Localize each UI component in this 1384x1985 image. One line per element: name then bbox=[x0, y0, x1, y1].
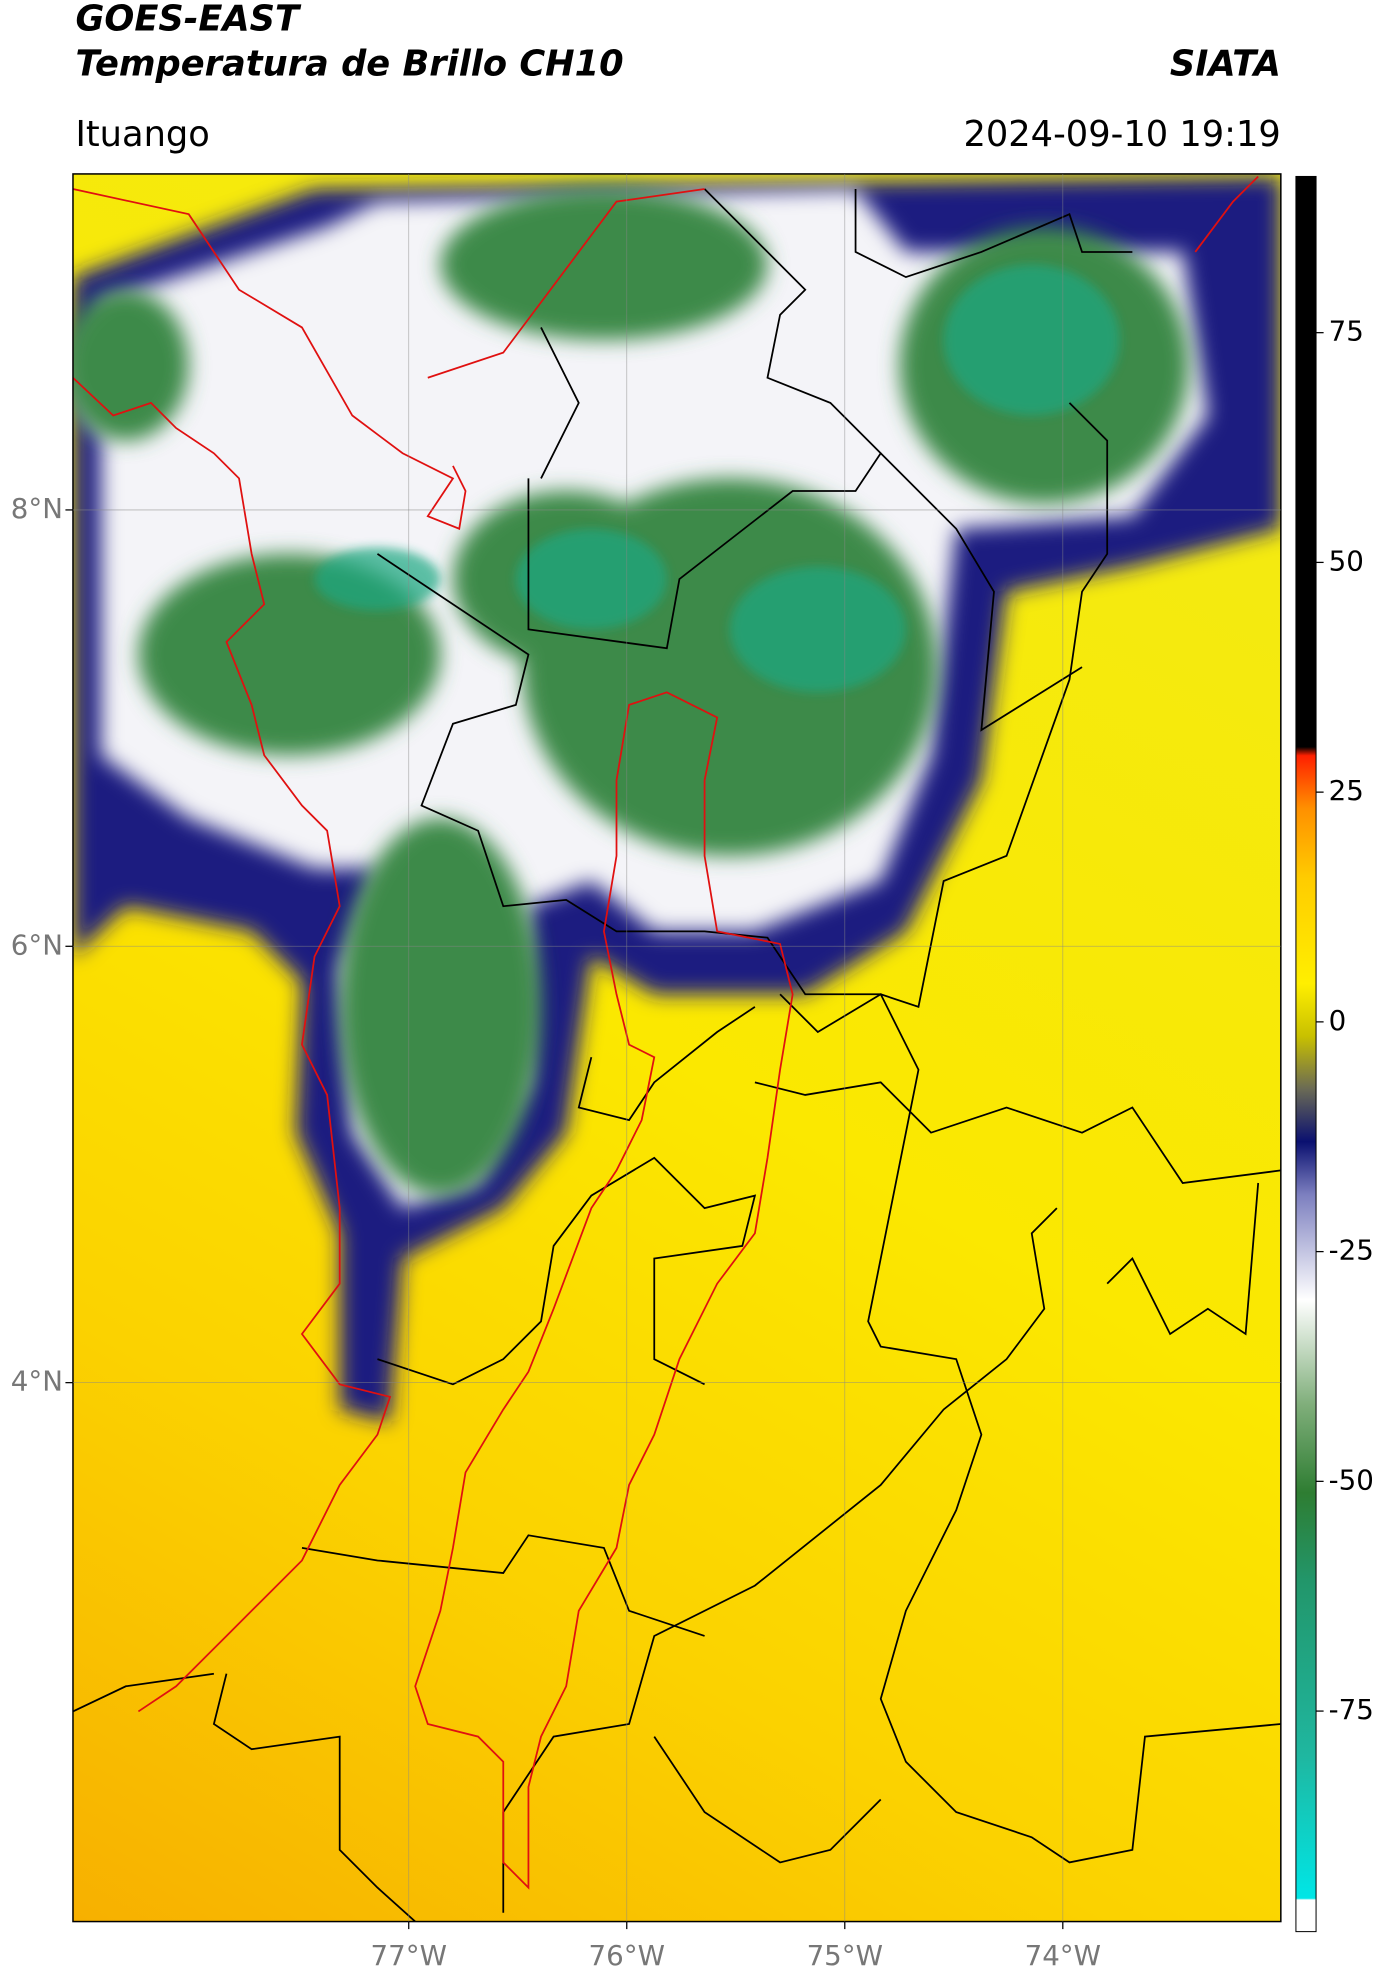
x-tick-label: 74°W bbox=[1025, 1939, 1101, 1972]
colorbar-tick-label: 25 bbox=[1329, 774, 1364, 807]
colorbar-tick-label: 75 bbox=[1329, 315, 1364, 348]
title: GOES-EAST bbox=[75, 0, 302, 39]
cloud-core bbox=[314, 264, 1120, 693]
department-borders bbox=[72, 175, 1259, 1890]
x-tick-label: 77°W bbox=[371, 1939, 447, 1972]
organization: SIATA bbox=[1170, 44, 1281, 85]
y-tick-label: 6°N bbox=[11, 928, 63, 961]
location: Ituango bbox=[75, 114, 209, 155]
x-tick-label: 76°W bbox=[589, 1939, 665, 1972]
colorbar-tick-label: -50 bbox=[1329, 1463, 1374, 1496]
map-frame bbox=[72, 173, 1282, 1923]
datetime: 2024-09-10 19:19 bbox=[963, 114, 1280, 155]
y-tick-label: 8°N bbox=[11, 492, 63, 525]
borders bbox=[72, 188, 1281, 1922]
x-tick-label: 75°W bbox=[807, 1939, 883, 1972]
colorbar-tick-label: -75 bbox=[1329, 1693, 1374, 1726]
colorbar-tick-label: 50 bbox=[1329, 544, 1364, 577]
map bbox=[72, 173, 1281, 1922]
colorbar bbox=[1295, 175, 1317, 1933]
y-tick-label: 4°N bbox=[11, 1365, 63, 1398]
colorbar-tick-label: -25 bbox=[1329, 1234, 1374, 1267]
colorbar-tick-label: 0 bbox=[1329, 1004, 1347, 1037]
subtitle: Temperatura de Brillo CH10 bbox=[75, 44, 623, 85]
